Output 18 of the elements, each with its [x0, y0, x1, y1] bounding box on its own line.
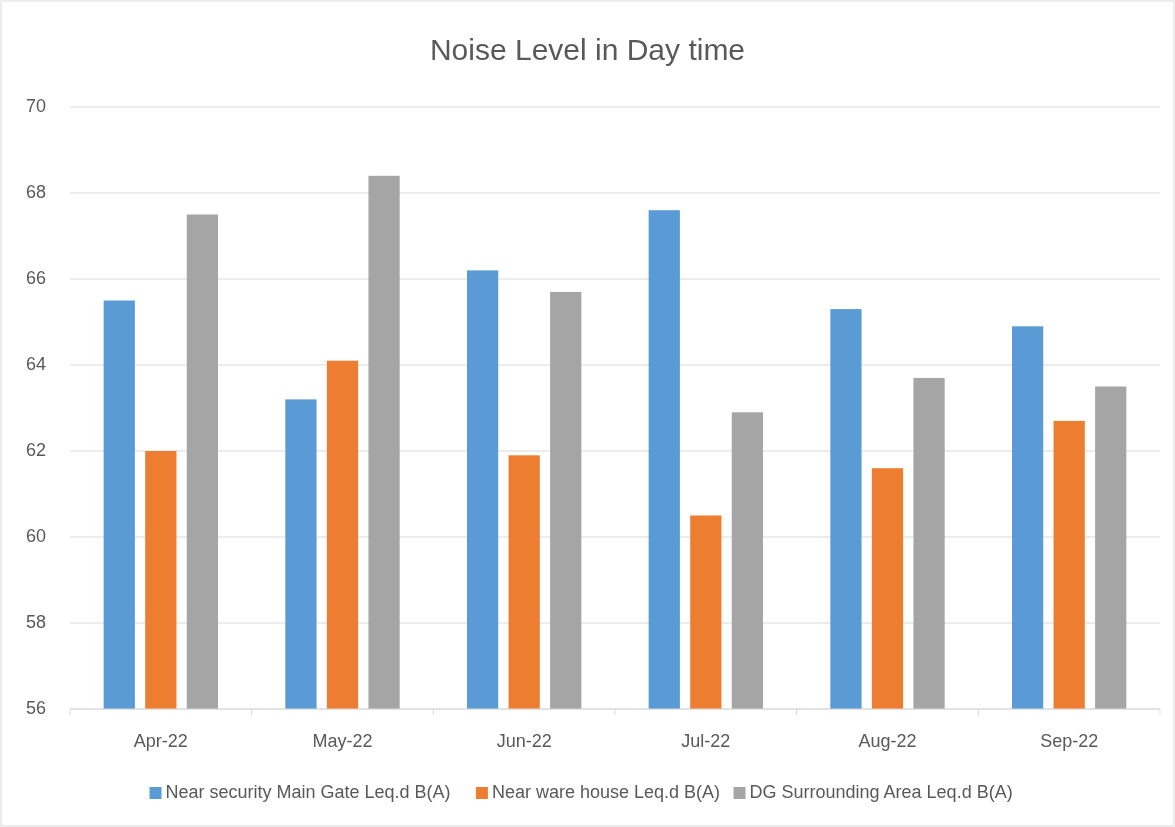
x-tick-label: May-22	[312, 730, 373, 751]
y-tick-label: 64	[25, 353, 47, 374]
y-tick-label: 58	[25, 611, 47, 632]
y-tick-label: 56	[25, 697, 47, 718]
legend-label: Near security Main Gate Leq.d B(A)	[165, 781, 451, 802]
x-tick-label: Sep-22	[1040, 730, 1099, 751]
x-tick-label: Apr-22	[133, 730, 188, 751]
x-tick-label: Aug-22	[858, 730, 917, 751]
y-tick-label: 66	[25, 267, 47, 288]
x-tick-label: Jun-22	[496, 730, 552, 751]
y-tick-label: 68	[25, 181, 47, 202]
y-tick-label: 70	[25, 95, 47, 116]
chart-title: Noise Level in Day time	[429, 32, 746, 66]
legend-label: DG Surrounding Area Leq.d B(A)	[749, 781, 1013, 802]
y-tick-label: 62	[25, 439, 47, 460]
y-tick-label: 60	[25, 525, 47, 546]
legend-label: Near ware house Leq.d B(A)	[491, 781, 721, 802]
x-tick-label: Jul-22	[681, 730, 731, 751]
